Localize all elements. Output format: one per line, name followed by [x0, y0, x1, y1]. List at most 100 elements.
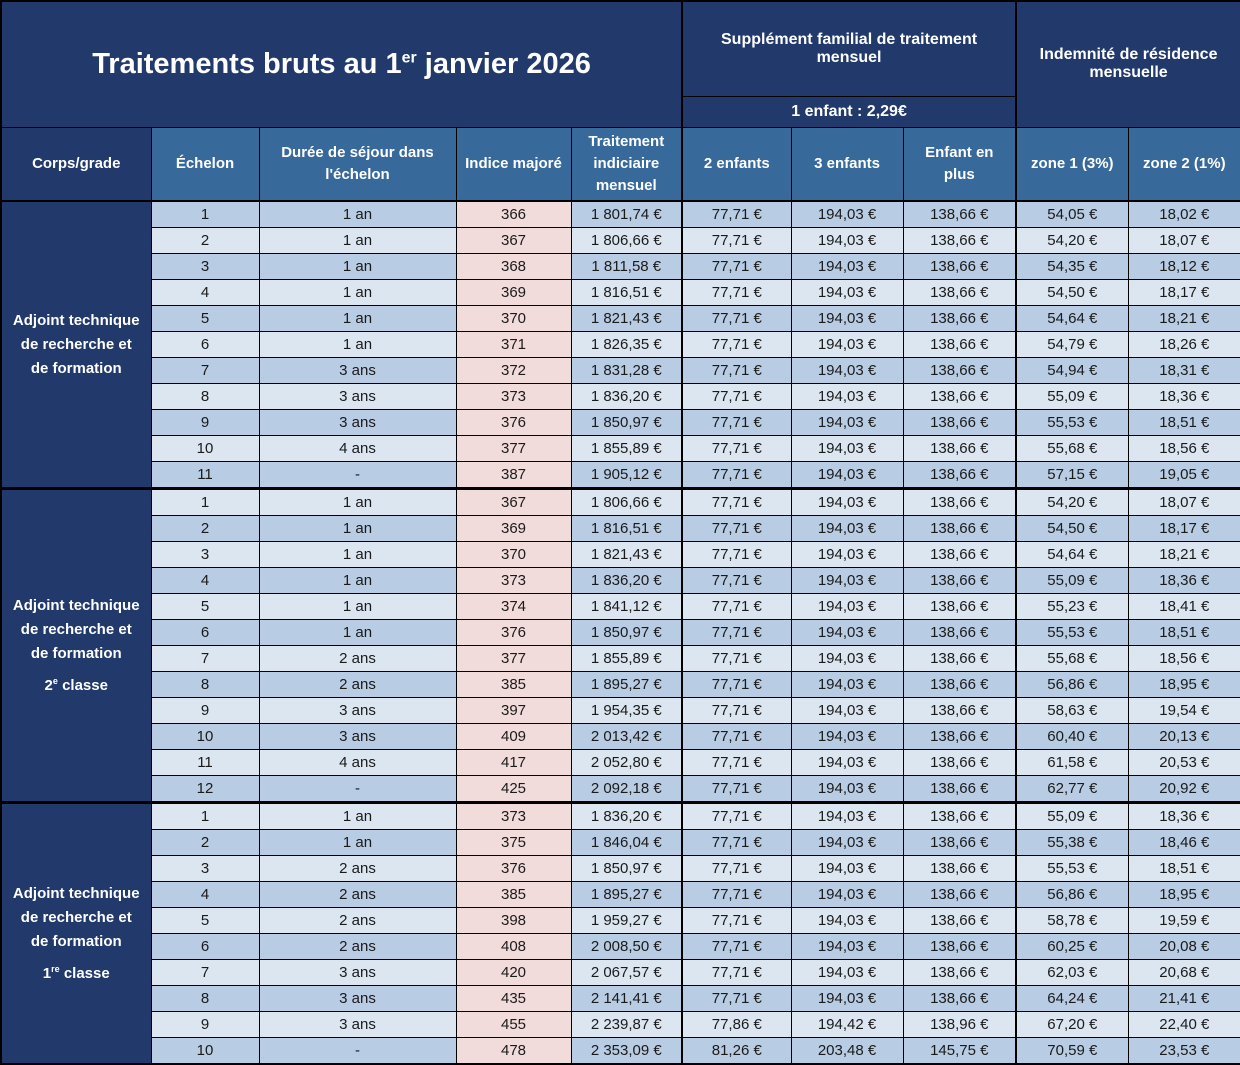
cell-traitement: 1 850,97 € — [570, 409, 683, 436]
cell-z2: 18,21 € — [1127, 305, 1240, 332]
cell-echelon: 9 — [150, 409, 260, 436]
cell-z2: 18,95 € — [1127, 881, 1240, 908]
cell-traitement: 1 954,35 € — [570, 697, 683, 724]
cell-plus: 138,66 € — [902, 723, 1017, 750]
column-header-traitement-indiciaire: Traitement indiciaire mensuel — [570, 126, 683, 202]
cell-z1: 58,63 € — [1015, 697, 1129, 724]
cell-z1: 67,20 € — [1015, 1011, 1129, 1038]
cell-duree: 3 ans — [258, 383, 457, 410]
cell-traitement: 1 816,51 € — [570, 279, 683, 306]
cell-z1: 55,23 € — [1015, 593, 1129, 620]
cell-e3: 194,03 € — [790, 619, 904, 646]
table-row: 11 4 ans 417 2 052,80 €77,71 €194,03 €138,6… — [1, 749, 1240, 776]
table-row: 10-478 2 353,09 €81,26 €203,48 €145,75 €7… — [1, 1037, 1240, 1065]
cell-echelon: 12 — [150, 775, 260, 803]
cell-e3: 194,03 € — [790, 357, 904, 384]
cell-traitement: 1 841,12 € — [570, 593, 683, 620]
cell-z2: 21,41 € — [1127, 985, 1240, 1012]
cell-echelon: 8 — [150, 671, 260, 698]
table-row: 10 3 ans 409 2 013,42 €77,71 €194,03 €138,6… — [1, 723, 1240, 750]
cell-z1: 70,59 € — [1015, 1037, 1129, 1065]
table-row: 12-425 2 092,18 €77,71 €194,03 €138,66 €6… — [1, 775, 1240, 803]
cell-z2: 18,36 € — [1127, 383, 1240, 410]
cell-traitement: 1 811,58 € — [570, 253, 683, 280]
cell-e2: 77,71 € — [681, 907, 792, 934]
cell-indice: 376 — [455, 409, 572, 436]
column-header-echelon: Échelon — [150, 126, 260, 202]
cell-e3: 203,48 € — [790, 1037, 904, 1065]
cell-z2: 18,26 € — [1127, 331, 1240, 358]
cell-echelon: 3 — [150, 541, 260, 568]
cell-echelon: 2 — [150, 829, 260, 856]
cell-traitement: 1 855,89 € — [570, 435, 683, 462]
cell-traitement: 1 836,20 € — [570, 383, 683, 410]
cell-indice: 376 — [455, 619, 572, 646]
cell-e2: 77,71 € — [681, 829, 792, 856]
cell-z1: 62,03 € — [1015, 959, 1129, 986]
cell-duree: 2 ans — [258, 671, 457, 698]
cell-z1: 54,20 € — [1015, 487, 1129, 516]
cell-e2: 77,71 € — [681, 305, 792, 332]
cell-z1: 57,15 € — [1015, 461, 1129, 489]
cell-echelon: 1 — [150, 487, 260, 516]
cell-z1: 54,64 € — [1015, 541, 1129, 568]
cell-echelon: 10 — [150, 435, 260, 462]
cell-duree: 1 an — [258, 200, 457, 228]
cell-z2: 20,08 € — [1127, 933, 1240, 960]
cell-echelon: 7 — [150, 357, 260, 384]
cell-e2: 77,71 € — [681, 515, 792, 542]
cell-z1: 58,78 € — [1015, 907, 1129, 934]
cell-e2: 77,71 € — [681, 541, 792, 568]
cell-e2: 77,71 € — [681, 357, 792, 384]
cell-duree: 1 an — [258, 331, 457, 358]
cell-z2: 18,41 € — [1127, 593, 1240, 620]
cell-e3: 194,03 € — [790, 855, 904, 882]
cell-traitement: 1 816,51 € — [570, 515, 683, 542]
cell-z1: 61,58 € — [1015, 749, 1129, 776]
cell-z2: 23,53 € — [1127, 1037, 1240, 1065]
cell-z2: 18,21 € — [1127, 541, 1240, 568]
cell-duree: 1 an — [258, 279, 457, 306]
cell-indice: 409 — [455, 723, 572, 750]
cell-e3: 194,42 € — [790, 1011, 904, 1038]
cell-z1: 54,20 € — [1015, 227, 1129, 254]
cell-e3: 194,03 € — [790, 331, 904, 358]
cell-z1: 64,24 € — [1015, 985, 1129, 1012]
cell-plus: 138,66 € — [902, 749, 1017, 776]
cell-e2: 77,71 € — [681, 697, 792, 724]
cell-indice: 369 — [455, 279, 572, 306]
column-header-corps-grade: Corps/grade — [0, 126, 152, 202]
cell-echelon: 5 — [150, 907, 260, 934]
corps-grade-cell: Adjoint technique de recherche et de for… — [0, 801, 152, 1065]
cell-plus: 138,66 € — [902, 515, 1017, 542]
cell-plus: 138,66 € — [902, 829, 1017, 856]
table-row: Adjoint technique de recherche et de for… — [0, 801, 1240, 1065]
column-header-3-enfants: 3 enfants — [790, 126, 904, 202]
cell-z1: 54,94 € — [1015, 357, 1129, 384]
cell-duree: 3 ans — [258, 723, 457, 750]
cell-indice: 366 — [455, 200, 572, 228]
cell-indice: 377 — [455, 435, 572, 462]
cell-z1: 55,68 € — [1015, 645, 1129, 672]
cell-z2: 18,07 € — [1127, 487, 1240, 516]
cell-z1: 55,53 € — [1015, 619, 1129, 646]
cell-plus: 138,66 € — [902, 487, 1017, 516]
table-body: Adjoint technique de recherche et de for… — [0, 200, 1240, 1065]
cell-duree: - — [258, 461, 457, 489]
cell-duree: 4 ans — [258, 749, 457, 776]
cell-e2: 77,71 € — [681, 200, 792, 228]
cell-z2: 18,56 € — [1127, 435, 1240, 462]
cell-echelon: 2 — [150, 515, 260, 542]
cell-echelon: 3 — [150, 855, 260, 882]
cell-traitement: 2 092,18 € — [570, 775, 683, 803]
cell-plus: 138,66 € — [902, 645, 1017, 672]
cell-e2: 77,71 € — [681, 331, 792, 358]
classe-number: 2 — [44, 676, 53, 694]
cell-plus: 138,66 € — [902, 357, 1017, 384]
